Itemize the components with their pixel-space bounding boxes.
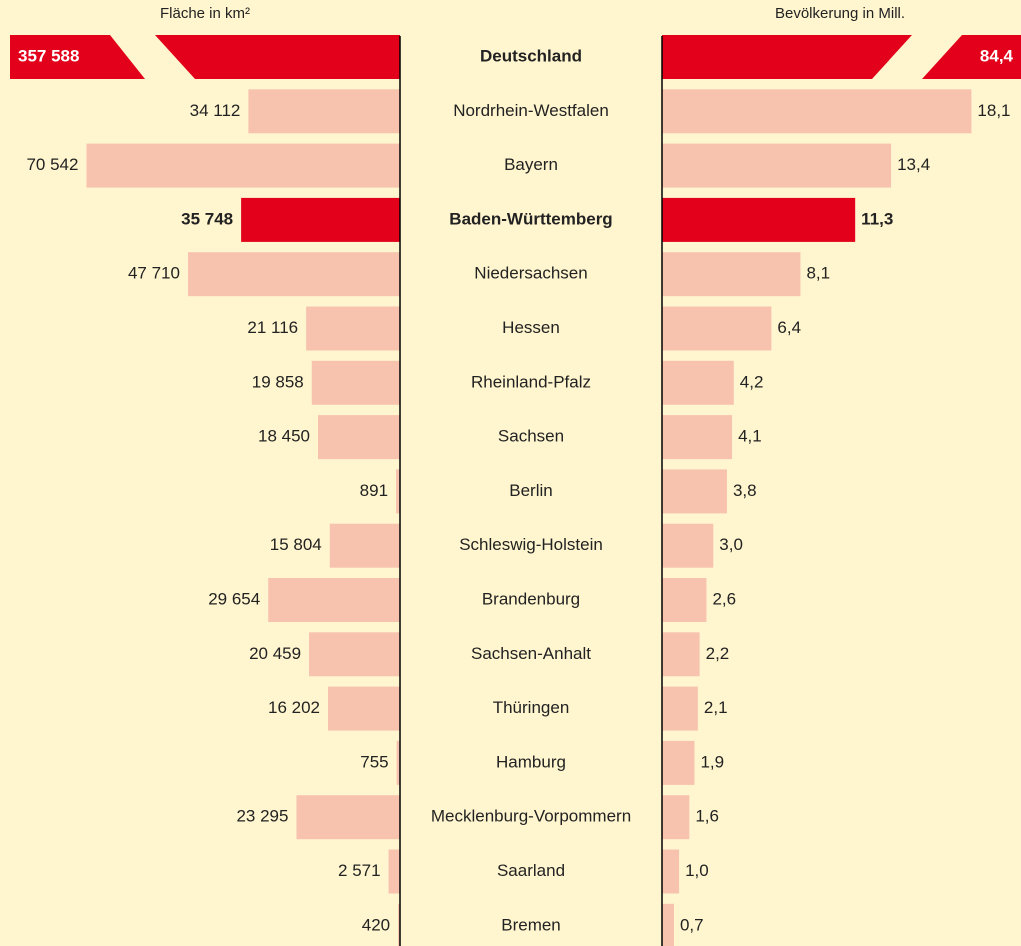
bar xyxy=(329,523,400,568)
left-header: Fläche in km² xyxy=(160,5,250,22)
category-label: Berlin xyxy=(509,481,552,500)
bar xyxy=(662,578,707,622)
bar xyxy=(241,197,400,242)
category-label: Deutschland xyxy=(480,46,582,65)
bar xyxy=(296,795,400,840)
broken-bar xyxy=(662,35,912,79)
value-label: 755 xyxy=(360,752,388,771)
value-label: 1,9 xyxy=(700,752,724,771)
value-label: 70 542 xyxy=(26,155,78,174)
value-label: 13,4 xyxy=(897,155,930,174)
value-label: 16 202 xyxy=(268,698,320,717)
bar xyxy=(662,197,856,242)
value-label: 47 710 xyxy=(128,264,180,283)
bar xyxy=(662,740,695,785)
bar xyxy=(662,632,700,677)
category-label: Niedersachsen xyxy=(474,264,587,283)
category-label: Bremen xyxy=(501,915,561,934)
bar xyxy=(662,903,674,946)
bar xyxy=(662,360,734,405)
value-label: 2,6 xyxy=(712,589,736,608)
category-label: Hessen xyxy=(502,318,560,337)
value-label: 84,4 xyxy=(980,46,1014,65)
bar xyxy=(327,686,400,731)
value-label: 23 295 xyxy=(236,807,288,826)
bar xyxy=(662,686,698,731)
category-label: Schleswig-Holstein xyxy=(459,535,603,554)
label-box xyxy=(10,35,145,79)
bar xyxy=(86,143,400,188)
bar xyxy=(662,795,690,840)
value-label: 357 588 xyxy=(18,46,79,65)
bar xyxy=(248,89,400,134)
category-label: Baden-Württemberg xyxy=(449,209,612,228)
bar xyxy=(396,740,400,785)
value-label: 3,8 xyxy=(733,481,757,500)
bar xyxy=(662,143,892,188)
value-label: 4,1 xyxy=(738,427,762,446)
broken-bar xyxy=(155,35,400,79)
value-label: 34 112 xyxy=(190,101,241,120)
bar xyxy=(662,523,714,568)
bar xyxy=(396,469,400,514)
bar xyxy=(662,469,727,514)
value-label: 20 459 xyxy=(249,644,301,663)
value-label: 2,1 xyxy=(704,698,728,717)
bar xyxy=(187,252,400,297)
value-label: 891 xyxy=(360,481,388,500)
value-label: 1,6 xyxy=(695,807,719,826)
value-label: 1,0 xyxy=(685,861,709,880)
value-label: 3,0 xyxy=(719,535,743,554)
category-label: Thüringen xyxy=(493,698,570,717)
bar xyxy=(662,306,772,351)
category-label: Sachsen xyxy=(498,427,564,446)
bar xyxy=(662,849,680,894)
bar xyxy=(306,306,400,351)
bar xyxy=(268,578,400,622)
value-label: 0,7 xyxy=(680,915,704,934)
category-label: Nordrhein-Westfalen xyxy=(453,101,609,120)
value-label: 11,3 xyxy=(861,209,893,228)
bar xyxy=(388,849,400,894)
category-label: Rheinland-Pfalz xyxy=(471,372,591,391)
value-label: 420 xyxy=(362,915,390,934)
bar xyxy=(318,415,400,460)
category-label: Sachsen-Anhalt xyxy=(471,644,591,663)
category-label: Bayern xyxy=(504,155,558,174)
value-label: 6,4 xyxy=(777,318,801,337)
value-label: 18 450 xyxy=(258,427,310,446)
category-label: Saarland xyxy=(497,861,565,880)
category-label: Brandenburg xyxy=(482,589,580,608)
bar xyxy=(309,632,400,677)
value-label: 15 804 xyxy=(270,535,322,554)
value-label: 29 654 xyxy=(208,589,260,608)
value-label: 4,2 xyxy=(740,372,764,391)
value-label: 19 858 xyxy=(252,372,304,391)
value-label: 2,2 xyxy=(706,644,730,663)
bar xyxy=(311,360,400,405)
value-label: 35 748 xyxy=(181,209,233,228)
value-label: 8,1 xyxy=(806,264,830,283)
bar xyxy=(662,252,801,297)
category-label: Hamburg xyxy=(496,752,566,771)
label-box xyxy=(922,35,1021,79)
value-label: 2 571 xyxy=(338,861,381,880)
bar xyxy=(662,89,972,134)
value-label: 21 116 xyxy=(247,318,298,337)
category-label: Mecklenburg-Vorpommern xyxy=(431,807,631,826)
right-header: Bevölkerung in Mill. xyxy=(775,5,905,22)
value-label: 18,1 xyxy=(977,101,1010,120)
bar xyxy=(662,415,733,460)
bar xyxy=(398,903,400,946)
